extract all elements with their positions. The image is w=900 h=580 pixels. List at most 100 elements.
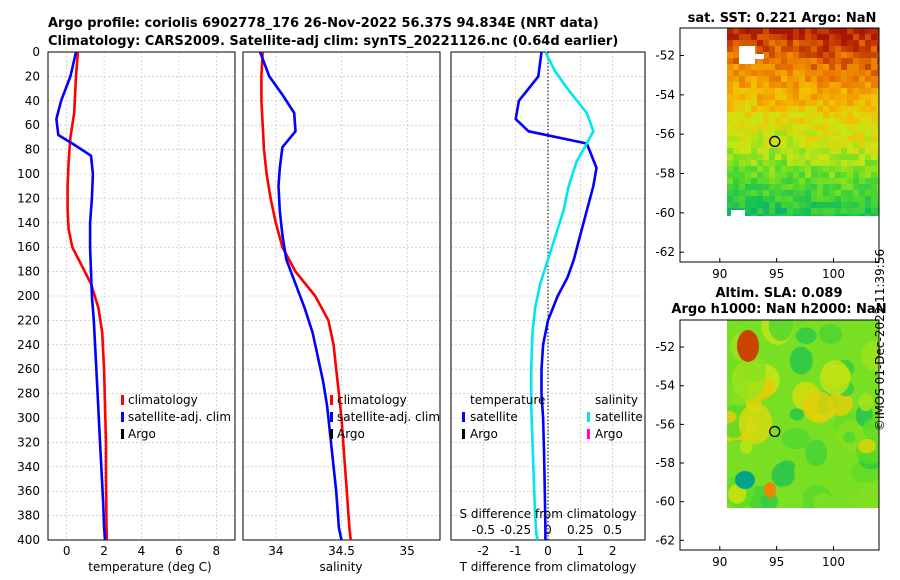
sst-cell bbox=[763, 40, 769, 46]
argo-position-marker bbox=[769, 135, 781, 148]
sst-cell bbox=[787, 118, 793, 124]
sst-cell bbox=[841, 70, 847, 76]
sst-cell bbox=[859, 184, 865, 190]
sst-cell bbox=[811, 70, 817, 76]
sst-missing-data bbox=[731, 210, 745, 216]
sst-cell bbox=[751, 76, 757, 82]
sst-cell bbox=[799, 208, 805, 214]
sst-cell bbox=[853, 136, 859, 142]
sst-cell bbox=[769, 118, 775, 124]
sst-cell bbox=[745, 148, 751, 154]
sst-cell bbox=[823, 190, 829, 196]
sst-cell bbox=[769, 148, 775, 154]
sst-cell bbox=[751, 28, 757, 34]
sst-cell bbox=[823, 28, 829, 34]
sst-cell bbox=[727, 160, 733, 166]
sst-cell bbox=[787, 136, 793, 142]
sst-cell bbox=[751, 184, 757, 190]
sst-cell bbox=[793, 178, 799, 184]
sst-cell bbox=[841, 190, 847, 196]
sst-cell bbox=[853, 214, 859, 216]
sst-cell bbox=[799, 94, 805, 100]
sla-blob bbox=[818, 324, 843, 344]
sst-cell bbox=[787, 46, 793, 52]
y-tick-label: 380 bbox=[17, 509, 40, 523]
sst-cell bbox=[817, 184, 823, 190]
sst-cell bbox=[757, 130, 763, 136]
sst-cell bbox=[757, 142, 763, 148]
sst-cell bbox=[739, 196, 745, 202]
sst-cell bbox=[877, 100, 879, 106]
sst-cell bbox=[745, 82, 751, 88]
sst-cell bbox=[733, 172, 739, 178]
sst-cell bbox=[757, 28, 763, 34]
sst-cell bbox=[841, 184, 847, 190]
sst-cell bbox=[757, 70, 763, 76]
sst-cell bbox=[859, 208, 865, 214]
sst-cell bbox=[811, 76, 817, 82]
sst-cell bbox=[799, 118, 805, 124]
sst-cell bbox=[757, 40, 763, 46]
sst-cell bbox=[727, 202, 733, 208]
y-tick-label: -52 bbox=[655, 340, 675, 354]
x-tick-top-label: 0 bbox=[544, 523, 552, 537]
sla-map-title-2: Argo h1000: NaN h2000: NaN bbox=[671, 302, 886, 317]
sst-cell bbox=[853, 118, 859, 124]
sst-cell bbox=[745, 142, 751, 148]
sst-cell bbox=[823, 52, 829, 58]
legend-sal-satellite-label: satellite bbox=[595, 410, 643, 424]
sla-blob bbox=[742, 356, 767, 383]
sst-cell bbox=[799, 82, 805, 88]
sst-cell bbox=[841, 196, 847, 202]
sst-cell bbox=[877, 172, 879, 178]
sst-cell bbox=[787, 64, 793, 70]
sst-cell bbox=[877, 130, 879, 136]
sst-cell bbox=[787, 124, 793, 130]
sst-cell bbox=[841, 106, 847, 112]
legend-climatology-label: climatology bbox=[337, 393, 407, 407]
sst-cell bbox=[745, 214, 751, 216]
y-tick-label: -60 bbox=[655, 495, 675, 509]
credit-text: ©IMOS 01-Dec-2022 11:39:56 bbox=[873, 248, 887, 432]
sst-cell bbox=[787, 190, 793, 196]
sst-cell bbox=[787, 52, 793, 58]
sst-cell bbox=[823, 160, 829, 166]
sst-cell bbox=[817, 124, 823, 130]
sst-cell bbox=[781, 172, 787, 178]
sst-cell bbox=[739, 28, 745, 34]
sst-cell bbox=[829, 106, 835, 112]
x-tick-label: 100 bbox=[822, 267, 845, 281]
sst-cell bbox=[817, 40, 823, 46]
sst-cell bbox=[763, 178, 769, 184]
sst-cell bbox=[787, 130, 793, 136]
sst-cell bbox=[793, 34, 799, 40]
sst-cell bbox=[733, 124, 739, 130]
y-tick-label: -62 bbox=[655, 245, 675, 259]
legend-sal-satellite-swatch bbox=[587, 412, 590, 422]
x-tick-label: 35 bbox=[400, 544, 415, 558]
sst-cell bbox=[781, 214, 787, 216]
sst-cell bbox=[739, 34, 745, 40]
sla-blob bbox=[802, 390, 835, 424]
sst-cell bbox=[811, 214, 817, 216]
sst-cell bbox=[799, 58, 805, 64]
sst-cell bbox=[829, 130, 835, 136]
y-tick-label: 180 bbox=[17, 265, 40, 279]
sst-cell bbox=[817, 178, 823, 184]
sst-missing-data bbox=[739, 46, 755, 64]
sst-cell bbox=[745, 106, 751, 112]
sst-cell bbox=[751, 208, 757, 214]
sst-cell bbox=[787, 100, 793, 106]
sst-cell bbox=[775, 70, 781, 76]
sst-cell bbox=[799, 52, 805, 58]
sst-cell bbox=[751, 64, 757, 70]
sst-cell bbox=[823, 154, 829, 160]
sst-cell bbox=[763, 34, 769, 40]
sst-cell bbox=[847, 88, 853, 94]
sst-cell bbox=[781, 148, 787, 154]
sst-cell bbox=[835, 214, 841, 216]
sst-cell bbox=[787, 88, 793, 94]
sst-cell bbox=[781, 196, 787, 202]
sst-cell bbox=[793, 76, 799, 82]
sst-cell bbox=[877, 118, 879, 124]
